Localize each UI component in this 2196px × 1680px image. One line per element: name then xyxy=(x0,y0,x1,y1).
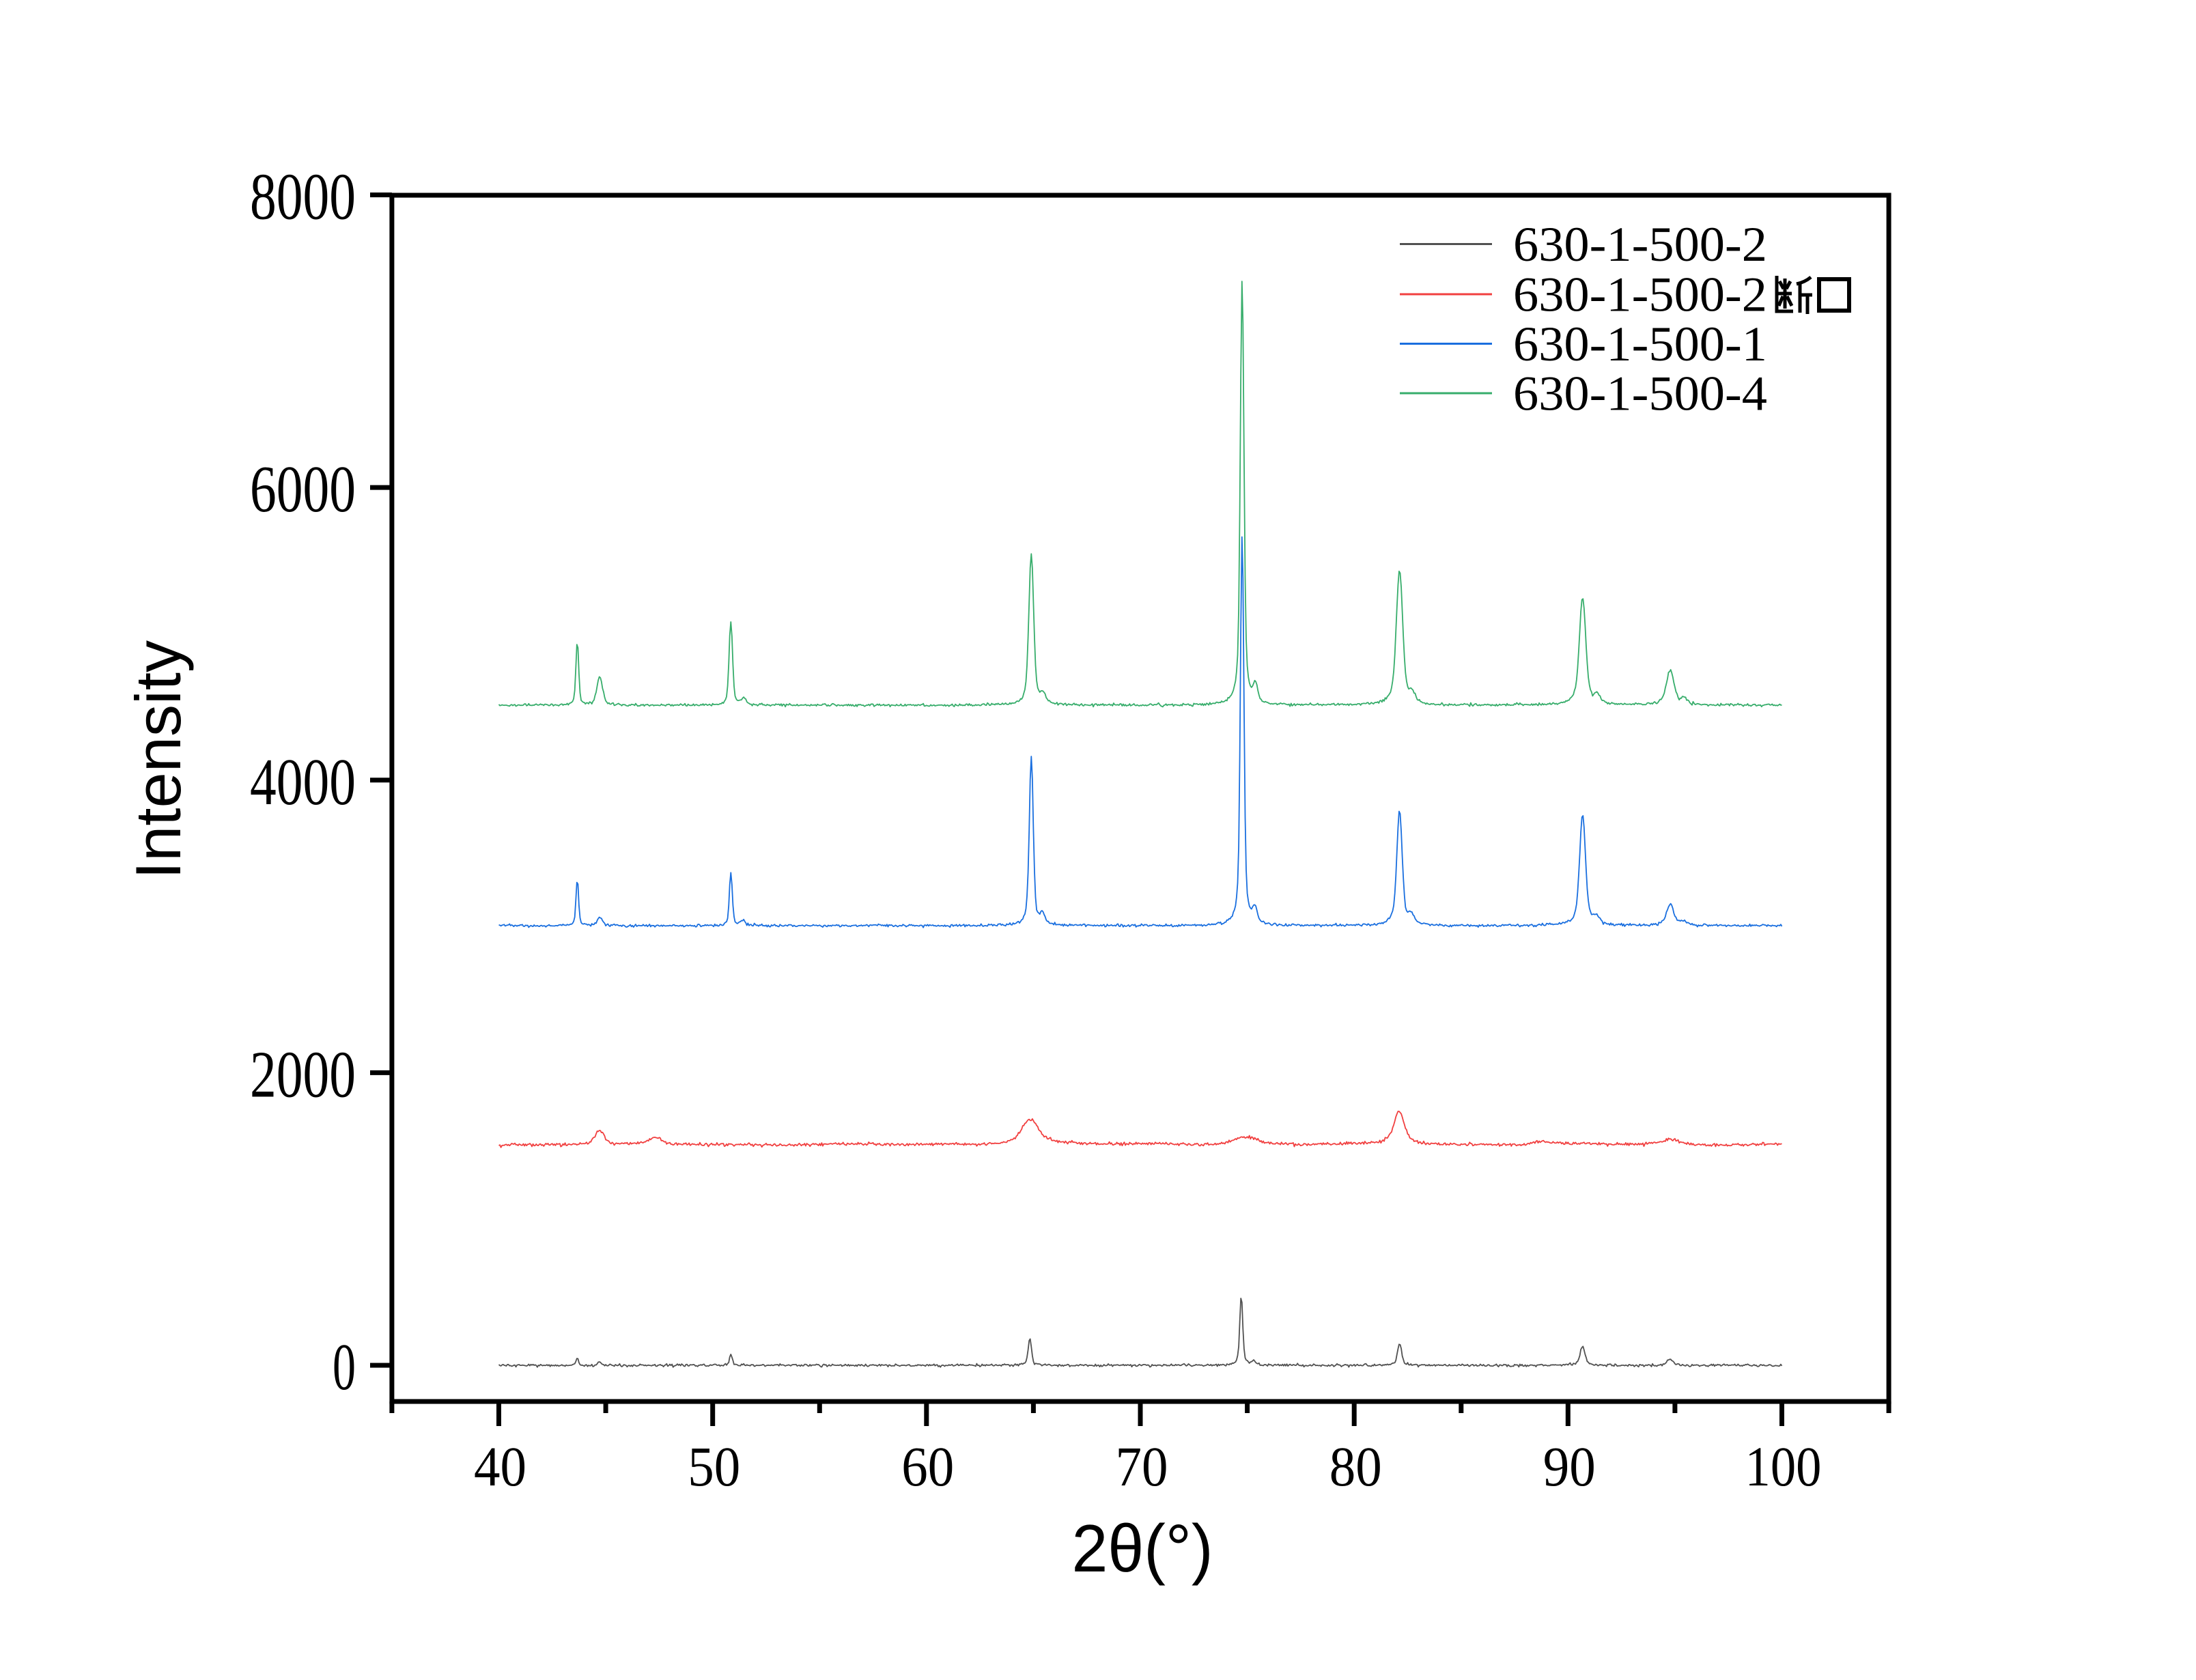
svg-text:Intensity: Intensity xyxy=(122,640,194,879)
svg-text:40: 40 xyxy=(474,1435,526,1498)
svg-text:80: 80 xyxy=(1329,1435,1382,1498)
svg-text:90: 90 xyxy=(1543,1435,1596,1498)
svg-text:630-1-500-1: 630-1-500-1 xyxy=(1513,317,1767,371)
svg-text:0: 0 xyxy=(333,1330,356,1404)
svg-text:2000: 2000 xyxy=(250,1038,356,1111)
svg-text:70: 70 xyxy=(1116,1435,1168,1498)
svg-text:6000: 6000 xyxy=(250,453,356,526)
svg-text:50: 50 xyxy=(688,1435,740,1498)
svg-text:4000: 4000 xyxy=(250,745,356,818)
svg-text:2θ(°): 2θ(°) xyxy=(1072,1511,1213,1586)
svg-text:8000: 8000 xyxy=(250,160,356,233)
svg-text:630-1-500-2: 630-1-500-2 xyxy=(1513,217,1767,272)
svg-text:630-1-500-2: 630-1-500-2 xyxy=(1513,268,1767,322)
svg-text:100: 100 xyxy=(1745,1435,1822,1498)
svg-text:60: 60 xyxy=(901,1435,954,1498)
svg-text:630-1-500-4: 630-1-500-4 xyxy=(1513,367,1767,421)
